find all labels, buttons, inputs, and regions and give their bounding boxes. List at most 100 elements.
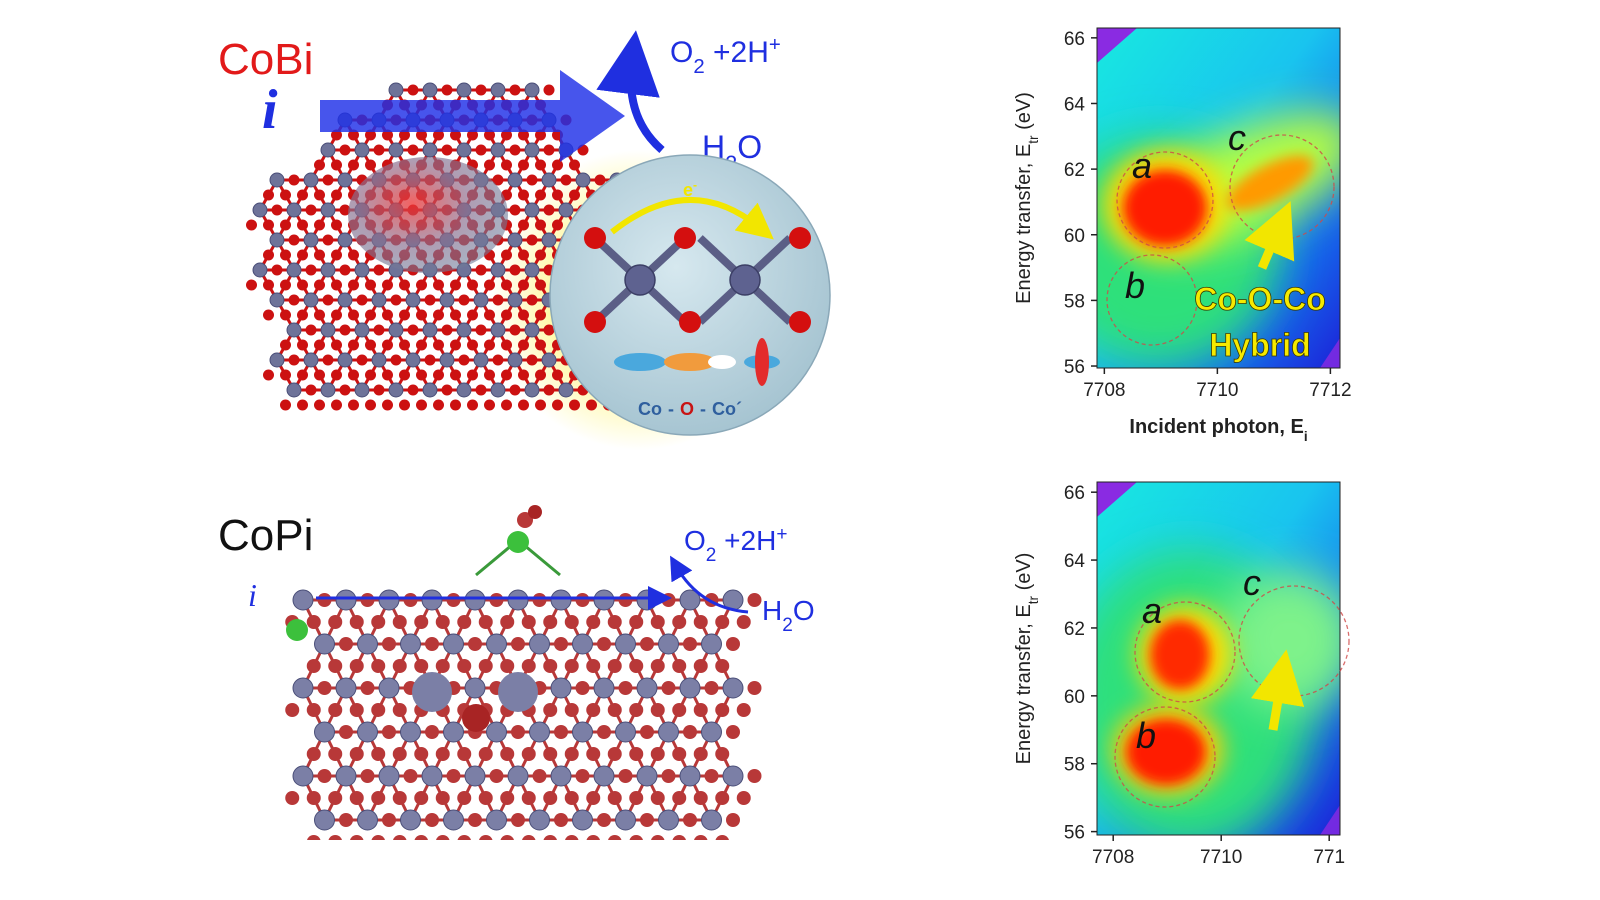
- region-label: c: [1243, 562, 1261, 603]
- oxygen-atom: [569, 399, 580, 411]
- electron-arrow: [610, 197, 774, 240]
- oxygen-atom: [650, 615, 665, 629]
- y-tick-label: 62: [1064, 619, 1085, 640]
- masked-corner: [1320, 805, 1340, 835]
- oxygen-atom: [651, 835, 665, 840]
- oxygen-atom: [322, 234, 334, 246]
- oxygen-atom: [288, 294, 300, 306]
- oxygen-atom: [331, 309, 342, 321]
- oxygen-atom: [629, 703, 644, 717]
- oxygen-atom: [392, 659, 407, 673]
- cobalt-atom: [337, 292, 353, 308]
- oxygen-atom: [441, 144, 453, 156]
- oxygen-atom: [672, 791, 687, 805]
- oxygen-atom: [407, 84, 419, 96]
- oxygen-atom: [458, 354, 470, 366]
- cobalt-atom: [388, 322, 404, 338]
- oxygen-atom: [683, 813, 697, 827]
- oxygen-atom: [509, 264, 521, 276]
- cobalt-atom: [337, 352, 353, 368]
- cobalt-atom: [439, 292, 455, 308]
- cobalt-atom: [615, 809, 636, 831]
- oxygen-atom: [618, 681, 633, 695]
- y-axis-label-part: Energy transfer, E: [1013, 144, 1035, 304]
- cobalt-atom: [507, 232, 523, 248]
- oxygen-atom: [328, 747, 343, 761]
- cobalt-atom: [378, 677, 400, 699]
- oxygen-atom: [288, 234, 300, 246]
- y-tick-label: 58: [1064, 291, 1085, 312]
- oxygen-atom: [509, 204, 521, 216]
- oxygen-atom: [586, 747, 601, 761]
- cobalt-atom: [337, 232, 353, 248]
- oxygen-atom: [348, 309, 359, 321]
- cobalt-atom: [456, 82, 472, 98]
- y-axis-label-part: (eV): [1013, 92, 1035, 135]
- y-tick-label: 66: [1064, 29, 1085, 50]
- oxygen-atom: [328, 791, 343, 805]
- oxygen-atom: [416, 369, 427, 381]
- oxygen-atom: [521, 615, 536, 629]
- oxygen-atom: [297, 309, 308, 321]
- oxygen-atom: [518, 369, 529, 381]
- oxygen-atom: [535, 219, 546, 231]
- oxygen-atom: [339, 813, 353, 827]
- oxygen-atom: [441, 84, 453, 96]
- oxygen-atom: [526, 174, 538, 186]
- oxygen-atom: [484, 279, 495, 291]
- cobalt-atom: [335, 589, 357, 611]
- oxygen-atom: [263, 189, 274, 201]
- bond-part: Co: [638, 399, 662, 419]
- oxygen-atom: [501, 339, 512, 351]
- oxygen-atom: [747, 769, 762, 783]
- oxygen-atom: [441, 384, 453, 396]
- bond-part: -: [700, 399, 706, 419]
- oxygen-atom: [521, 659, 536, 673]
- oxygen-atom: [306, 791, 321, 805]
- bond-part: O: [680, 399, 694, 419]
- inset-oxygen: [789, 311, 811, 333]
- cobalt-atom: [464, 589, 486, 611]
- masked-corner: [1320, 338, 1340, 368]
- cobalt-atom: [529, 809, 550, 831]
- cobalt-atom: [550, 677, 572, 699]
- oxygen-atom: [307, 835, 321, 840]
- oxygen-atom: [314, 159, 325, 171]
- oxygen-atom: [392, 791, 407, 805]
- cobalt-atom: [722, 677, 744, 699]
- oxygen-atom: [450, 129, 461, 141]
- cobalt-atom: [292, 589, 314, 611]
- x-tick-label: 7710: [1200, 847, 1242, 868]
- cobalt-atom: [558, 202, 574, 218]
- oxygen-atom: [446, 593, 461, 607]
- cobalt-atom: [443, 721, 464, 743]
- oxygen-atom: [509, 324, 521, 336]
- cobalt-atom: [269, 352, 285, 368]
- oxygen-atom: [564, 615, 579, 629]
- orbital: [708, 355, 736, 369]
- highlight-arrow: [1244, 201, 1295, 270]
- cobalt-atom: [314, 809, 335, 831]
- oxygen-atom: [521, 791, 536, 805]
- oxygen-atom: [297, 369, 308, 381]
- cobalt-atom: [421, 589, 443, 611]
- cobalt-atom: [507, 172, 523, 188]
- oxygen-atom: [360, 769, 375, 783]
- cobalt-atom: [354, 142, 370, 158]
- current-label: i: [248, 577, 257, 613]
- oxygen-atom: [424, 294, 436, 306]
- reactant-formula-part: O: [793, 595, 815, 626]
- oxygen-atom: [297, 249, 308, 261]
- cobalt-atom: [439, 352, 455, 368]
- oxygen-atom: [535, 129, 546, 141]
- oxygen-atom: [564, 791, 579, 805]
- oxygen-atom: [618, 593, 633, 607]
- cobalt-atom: [615, 633, 636, 655]
- oxygen-atom: [349, 747, 364, 761]
- charge-cloud: [348, 157, 508, 273]
- oxygen-atom: [322, 174, 334, 186]
- oxygen-atom: [501, 129, 512, 141]
- oxygen-atom: [594, 174, 606, 186]
- oxygen-atom: [683, 725, 697, 739]
